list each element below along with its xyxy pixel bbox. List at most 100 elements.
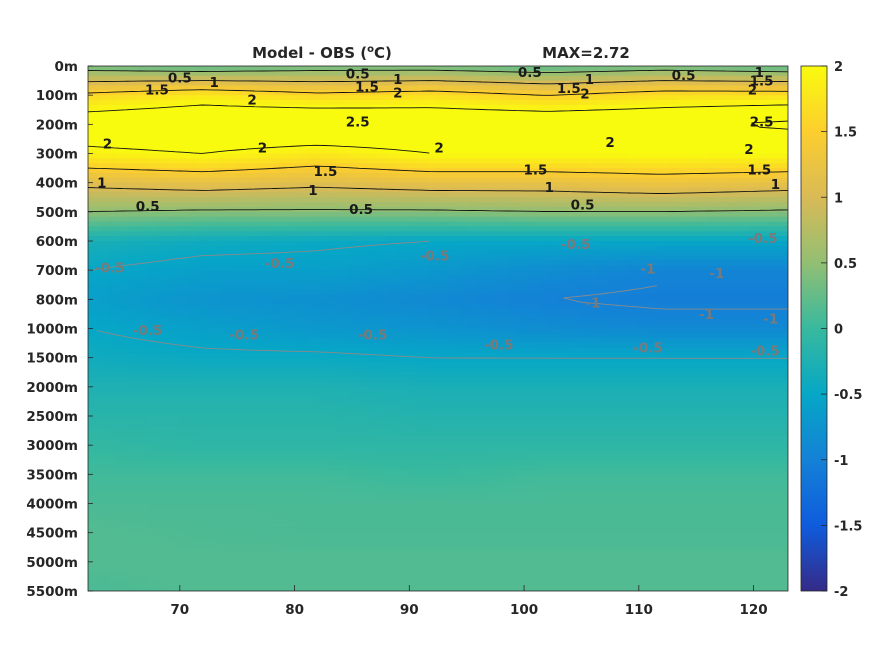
heatmap-cell	[218, 279, 229, 286]
heatmap-cell	[178, 372, 189, 378]
heatmap-cell	[618, 357, 629, 364]
heatmap-cell	[178, 270, 189, 276]
heatmap-cell	[688, 119, 699, 125]
heatmap-cell	[648, 318, 659, 325]
heatmap-cell	[538, 377, 549, 383]
heatmap-cell	[238, 104, 249, 111]
heatmap-cell	[288, 391, 299, 398]
heatmap-cell	[448, 95, 459, 101]
heatmap-cell	[588, 328, 599, 334]
heatmap-cell	[388, 129, 399, 135]
heatmap-cell	[558, 357, 569, 364]
heatmap-cell	[498, 304, 509, 310]
heatmap-cell	[748, 406, 759, 412]
heatmap-cell	[98, 104, 109, 111]
heatmap-cell	[618, 391, 629, 398]
heatmap-cell	[778, 221, 788, 228]
heatmap-cell	[538, 129, 549, 135]
heatmap-cell	[328, 241, 339, 247]
heatmap-cell	[288, 241, 299, 247]
heatmap-cell	[218, 250, 229, 257]
heatmap-cell	[178, 406, 189, 412]
heatmap-cell	[678, 347, 689, 354]
heatmap-cell	[408, 396, 419, 403]
heatmap-cell	[738, 129, 749, 135]
heatmap-cell	[408, 250, 419, 257]
heatmap-cell	[298, 275, 309, 281]
heatmap-cell	[558, 275, 569, 281]
heatmap-cell	[428, 177, 439, 184]
heatmap-cell	[478, 333, 489, 339]
heatmap-cell	[128, 265, 139, 271]
heatmap-cell	[688, 177, 699, 184]
heatmap-cell	[618, 323, 629, 330]
heatmap-cell	[438, 357, 449, 364]
heatmap-cell	[758, 104, 769, 111]
heatmap-cell	[528, 66, 539, 72]
heatmap-cell	[618, 260, 629, 266]
heatmap-cell	[148, 343, 159, 349]
heatmap-cell	[208, 260, 219, 266]
heatmap-cell	[578, 279, 589, 286]
heatmap-cell	[278, 250, 289, 257]
heatmap-cell	[418, 85, 429, 91]
heatmap-cell	[248, 177, 259, 184]
heatmap-cell	[608, 377, 619, 383]
heatmap-cell	[108, 333, 119, 339]
heatmap-cell	[358, 172, 369, 179]
heatmap-cell	[618, 226, 629, 232]
heatmap-cell	[238, 114, 249, 121]
heatmap-cell	[728, 75, 739, 82]
heatmap-cell	[328, 172, 339, 179]
heatmap-cell	[238, 362, 249, 368]
heatmap-cell	[548, 386, 559, 393]
heatmap-cell	[488, 250, 499, 257]
heatmap-cell	[528, 129, 539, 135]
heatmap-cell	[278, 377, 289, 383]
heatmap-cell	[468, 75, 479, 82]
heatmap-cell	[568, 367, 579, 373]
heatmap-cell	[368, 66, 379, 72]
heatmap-cell	[568, 153, 579, 159]
heatmap-cell	[758, 289, 769, 296]
heatmap-cell	[338, 138, 349, 145]
heatmap-cell	[558, 241, 569, 247]
heatmap-cell	[538, 294, 549, 300]
heatmap-cell	[718, 391, 729, 398]
heatmap-cell	[408, 109, 419, 116]
heatmap-cell	[208, 391, 219, 398]
heatmap-cell	[308, 221, 319, 228]
heatmap-cell	[428, 386, 439, 393]
heatmap-cell	[758, 333, 769, 339]
heatmap-cell	[188, 304, 199, 310]
heatmap-cell	[748, 284, 759, 291]
heatmap-cell	[258, 357, 269, 364]
heatmap-cell	[178, 313, 189, 320]
heatmap-cell	[758, 406, 769, 412]
heatmap-cell	[358, 323, 369, 330]
heatmap-cell	[488, 70, 499, 77]
heatmap-cell	[258, 396, 269, 403]
heatmap-cell	[568, 109, 579, 116]
heatmap-cell	[118, 206, 129, 213]
heatmap-cell	[338, 211, 349, 218]
heatmap-cell	[138, 114, 149, 121]
heatmap-cell	[228, 236, 239, 242]
heatmap-cell	[678, 343, 689, 349]
heatmap-cell	[658, 265, 669, 271]
heatmap-cell	[478, 401, 489, 407]
heatmap-cell	[338, 80, 349, 87]
heatmap-cell	[688, 357, 699, 364]
heatmap-cell	[368, 275, 379, 281]
heatmap-cell	[228, 245, 239, 252]
heatmap-cell	[698, 236, 709, 242]
heatmap-cell	[638, 391, 649, 398]
heatmap-cell	[258, 333, 269, 339]
heatmap-cell	[128, 90, 139, 96]
heatmap-cell	[238, 347, 249, 354]
heatmap-cell	[438, 299, 449, 305]
heatmap-cell	[778, 343, 788, 349]
heatmap-cell	[218, 338, 229, 344]
heatmap-cell	[528, 104, 539, 111]
heatmap-cell	[548, 129, 559, 135]
